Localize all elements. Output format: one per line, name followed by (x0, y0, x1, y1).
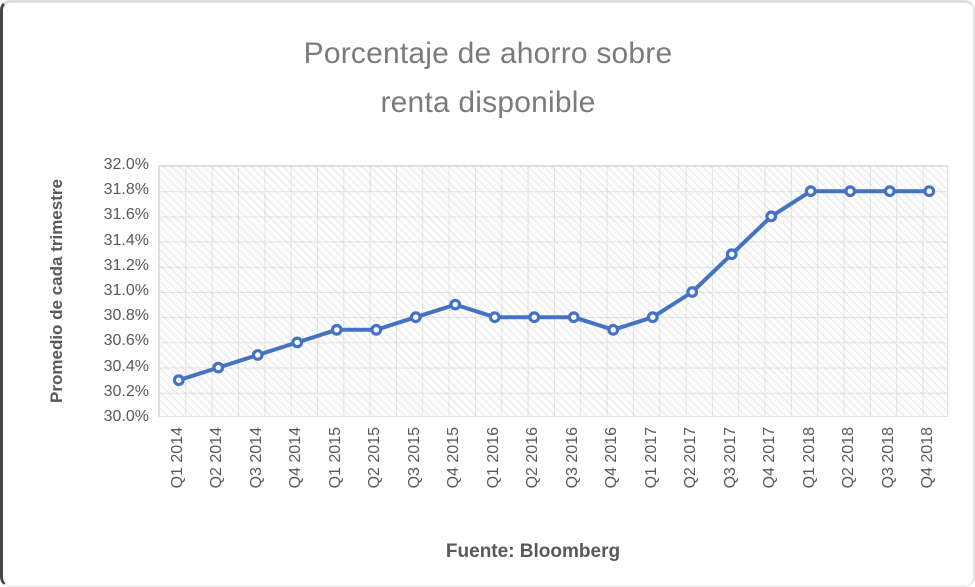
data-point-marker (488, 311, 501, 324)
x-tick-label: Q2 2018 (840, 427, 858, 493)
x-tick-label-text: Q1 2018 (800, 427, 818, 489)
x-tick-label-text: Q1 2016 (484, 427, 502, 489)
data-point-marker (567, 311, 580, 324)
x-tick-label-text: Q2 2014 (208, 427, 226, 489)
x-tick-label-text: Q4 2017 (761, 427, 779, 489)
x-tick-label: Q2 2014 (208, 427, 226, 493)
x-tick-label-text: Q4 2014 (287, 427, 305, 489)
data-point-marker (449, 298, 462, 311)
x-tick-label-text: Q3 2018 (879, 427, 897, 489)
x-tick-label: Q3 2016 (564, 427, 582, 493)
chart-title-line1: Porcentaje de ahorro sobre (303, 37, 673, 70)
x-tick-label-text: Q3 2014 (247, 427, 265, 489)
y-tick-label: 31.4% (103, 231, 149, 249)
x-tick-label-text: Q1 2017 (642, 427, 660, 489)
x-tick-label: Q2 2017 (682, 427, 700, 493)
x-tick-label-text: Q2 2016 (524, 427, 542, 489)
x-tick-label: Q3 2018 (880, 427, 898, 493)
x-tick-label-text: Q1 2015 (326, 427, 344, 489)
x-tick-label: Q3 2015 (406, 427, 424, 493)
x-tick-label: Q3 2017 (722, 427, 740, 493)
data-point-marker (528, 311, 541, 324)
y-tick-label: 30.8% (103, 307, 149, 325)
x-tick-label: Q3 2014 (248, 427, 266, 493)
data-point-marker (251, 349, 264, 361)
y-tick-label: 30.4% (103, 357, 149, 375)
data-point-marker (765, 210, 778, 223)
x-tick-label: Q4 2015 (445, 427, 463, 493)
x-tick-label: Q1 2017 (643, 427, 661, 493)
y-tick-label: 30.2% (103, 382, 149, 400)
x-tick-label: Q4 2014 (287, 427, 305, 493)
x-tick-label: Q1 2016 (485, 427, 503, 493)
data-point-marker (212, 361, 225, 374)
y-tick-label: 30.0% (103, 408, 149, 425)
data-point-marker (725, 248, 738, 261)
x-tick-label-text: Q4 2015 (445, 427, 463, 489)
y-tick-label: 32.0% (103, 156, 149, 173)
x-tick-label-text: Q4 2018 (919, 427, 937, 489)
series-line (176, 189, 932, 383)
chart-title: Porcentaje de ahorro sobre renta disponi… (3, 29, 973, 127)
x-tick-label-text: Q1 2014 (168, 427, 186, 489)
x-tick-label: Q2 2016 (524, 427, 542, 493)
x-tick-label: Q1 2015 (327, 427, 345, 493)
x-tick-label-text: Q4 2016 (603, 427, 621, 489)
data-point-marker (370, 323, 383, 336)
x-tick-label: Q1 2018 (801, 427, 819, 493)
source-footer: Fuente: Bloomberg (445, 541, 621, 562)
data-point-marker (646, 311, 659, 324)
data-point-marker (330, 323, 343, 336)
x-tick-label: Q4 2016 (603, 427, 621, 493)
y-tick-label: 31.0% (103, 282, 149, 299)
chart-title-line2: renta disponible (380, 86, 596, 119)
x-tick-label-text: Q3 2017 (721, 427, 739, 489)
plot-area (158, 165, 948, 417)
data-point-marker (172, 374, 185, 387)
x-tick-label: Q1 2014 (169, 427, 187, 493)
data-point-marker (409, 311, 422, 324)
y-tick-label: 31.2% (103, 256, 149, 274)
data-point-marker (686, 286, 699, 298)
x-tick-label-text: Q2 2017 (682, 427, 700, 489)
x-tick-label: Q4 2017 (761, 427, 779, 493)
x-tick-label-text: Q3 2015 (405, 427, 423, 489)
data-point-marker (291, 336, 304, 349)
x-tick-label-text: Q2 2018 (840, 427, 858, 489)
y-tick-label: 31.6% (103, 206, 149, 224)
x-tick-label-text: Q3 2016 (563, 427, 581, 489)
data-point-marker (804, 185, 817, 198)
x-tick-label: Q2 2015 (366, 427, 384, 493)
data-point-marker (844, 185, 857, 198)
data-point-marker (607, 323, 620, 336)
x-tick-label: Q4 2018 (919, 427, 937, 493)
data-point-marker (923, 185, 936, 198)
data-point-marker (883, 185, 896, 198)
y-tick-label: 31.8% (103, 181, 149, 199)
y-tick-label: 30.6% (103, 332, 149, 350)
x-tick-label-text: Q2 2015 (366, 427, 384, 489)
line-chart-svg (172, 185, 936, 387)
